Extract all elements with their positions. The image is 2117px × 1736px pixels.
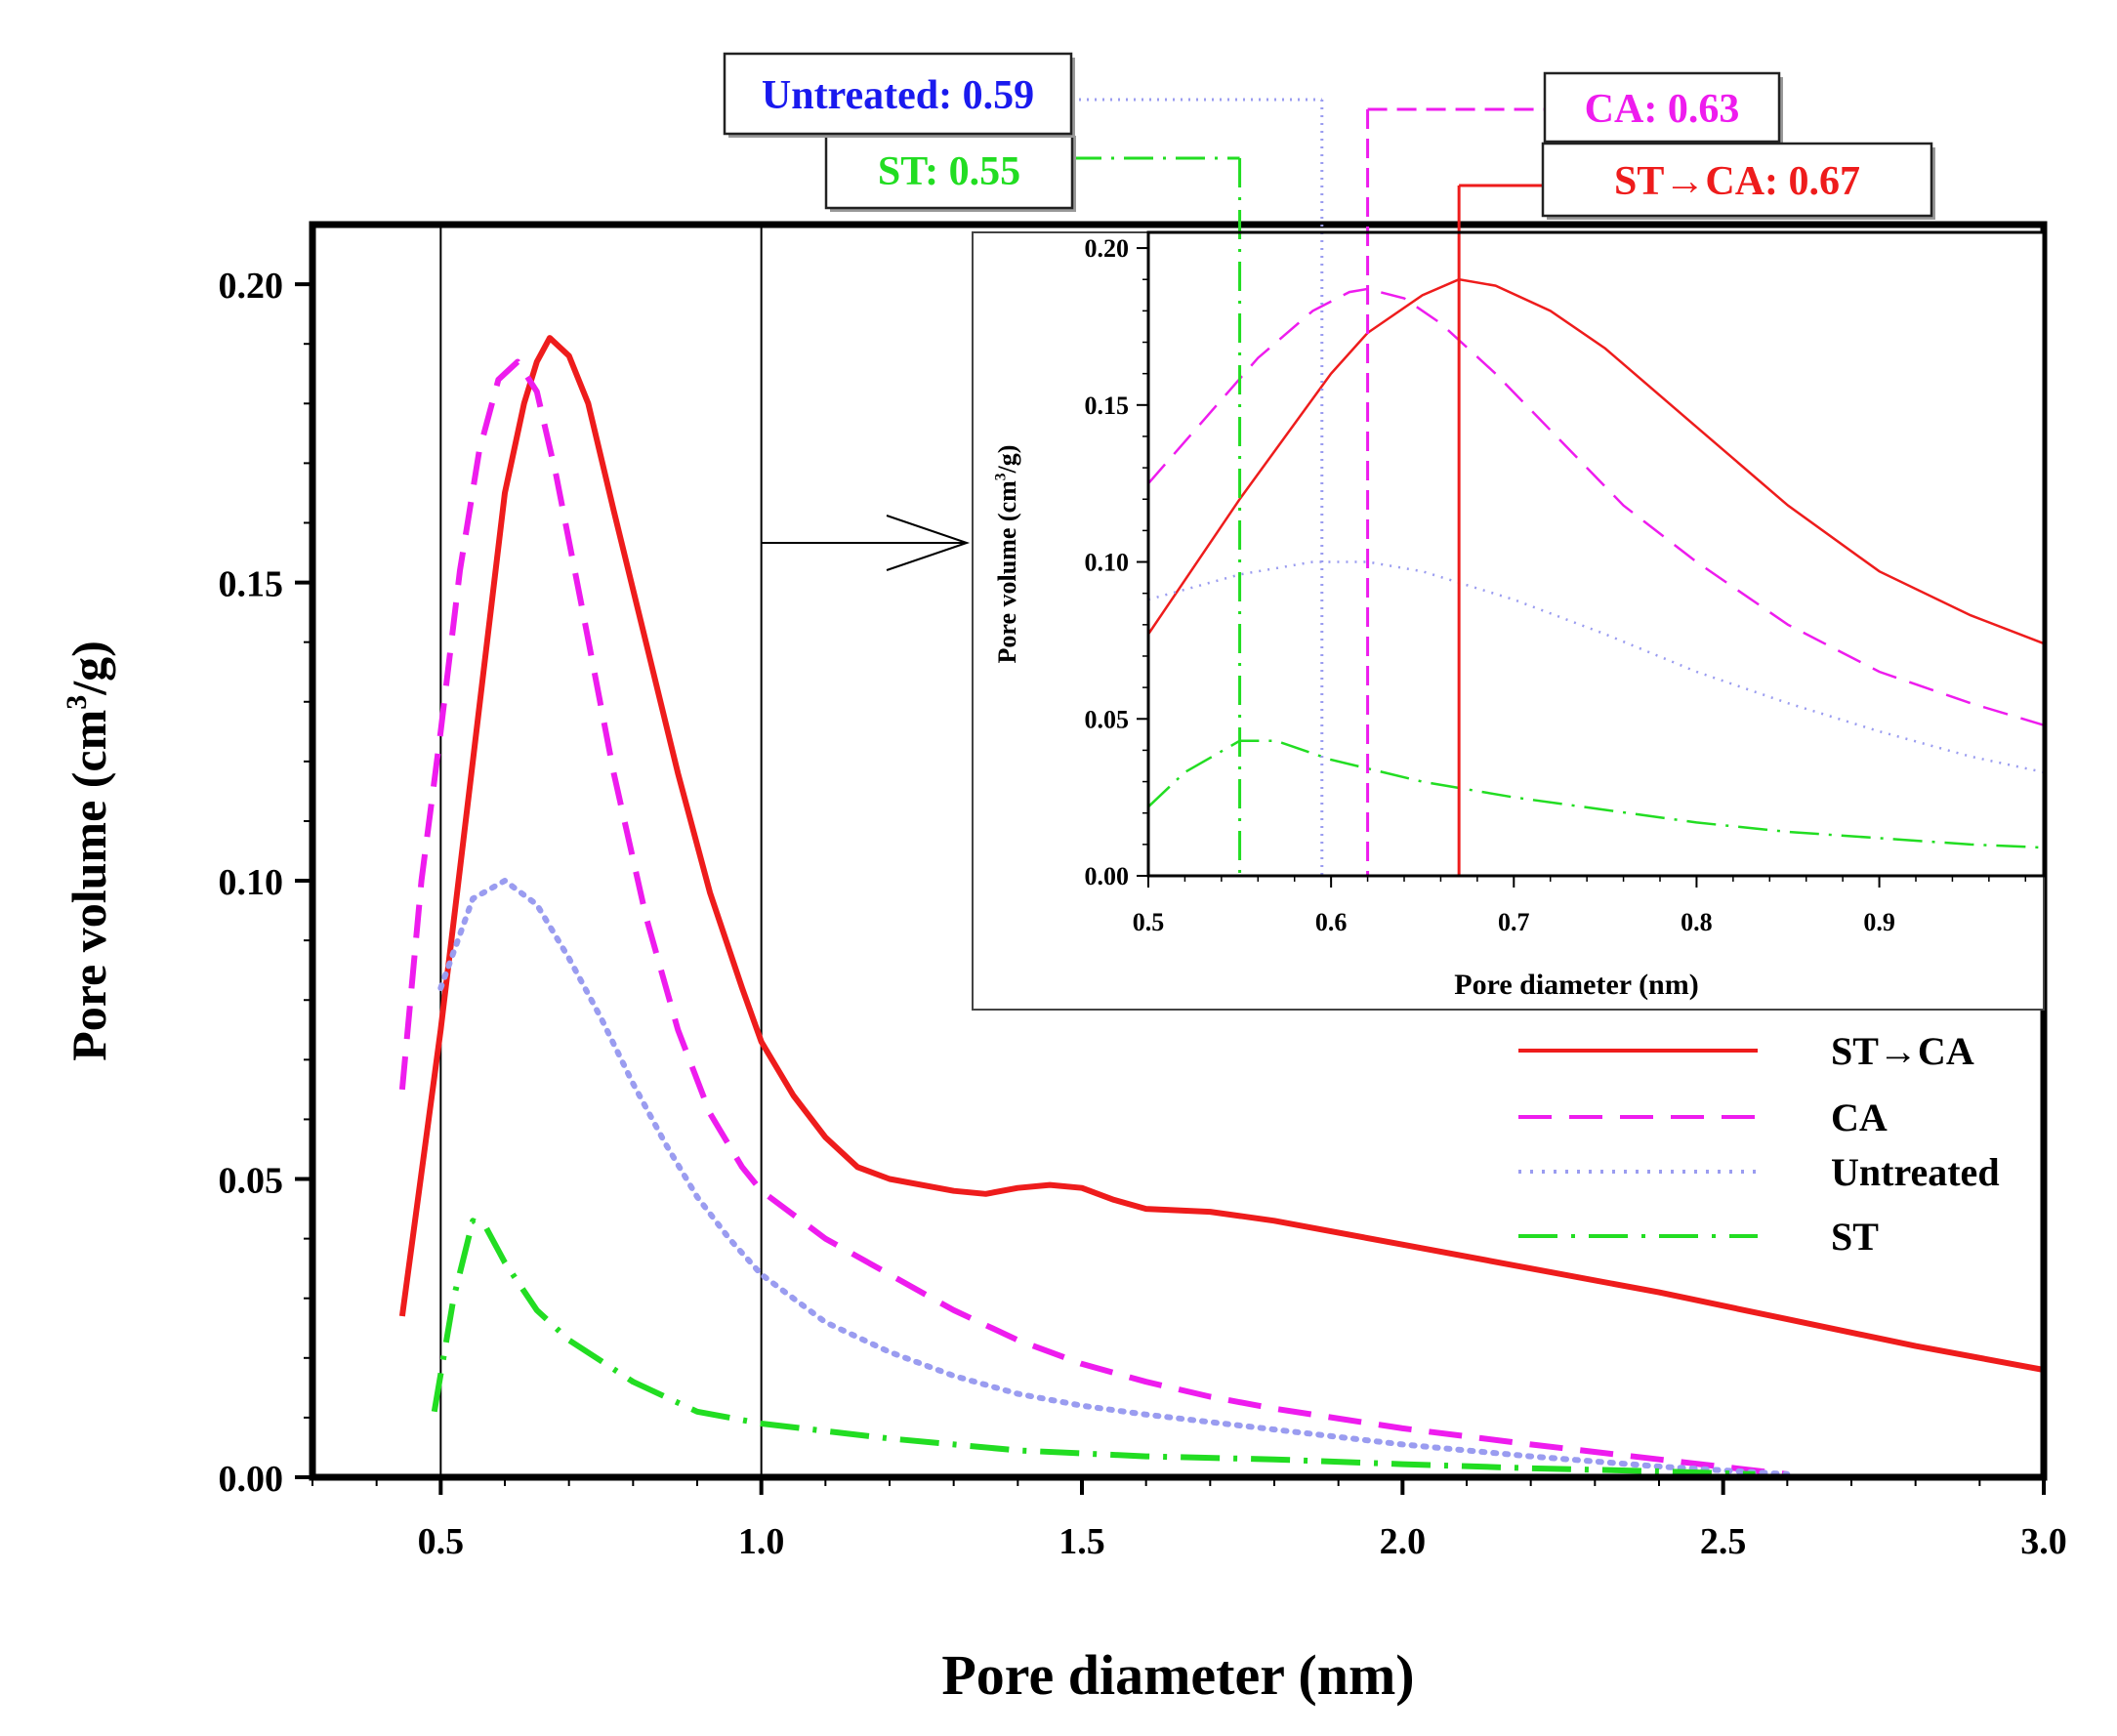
peak-label-st: ST: 0.55 — [878, 149, 1020, 194]
legend-label-ca: CA — [1831, 1095, 1888, 1139]
main-series-group — [398, 335, 2045, 1477]
main-x-tick-label: 3.0 — [2020, 1521, 2067, 1562]
inset-x-tick-label: 0.7 — [1498, 908, 1530, 936]
main-x-axis-label: Pore diameter (nm) — [941, 1643, 1414, 1707]
zoom-arrow-head — [886, 515, 971, 571]
legend: ST→CA CA Untreated ST — [1518, 1029, 2000, 1259]
main-axis-ticks: 0.5 1.0 1.5 2.0 2.5 3.0 0.00 0.05 0.10 0.15 0.20 — [219, 266, 2067, 1562]
main-y-tick-label: 0.20 — [219, 266, 284, 307]
legend-label-st: ST — [1831, 1215, 1879, 1259]
inset-x-tick-label: 0.8 — [1681, 908, 1713, 936]
inset-x-tick-label: 0.9 — [1863, 908, 1895, 936]
inset-y-tick-label: 0.05 — [1085, 705, 1130, 733]
inset-axis-ticks: 0.5 0.6 0.7 0.8 0.9 0.00 0.05 0.10 0.15 0.20 — [1085, 234, 2027, 936]
legend-label-untreated: Untreated — [1831, 1150, 2000, 1194]
main-x-tick-label: 2.0 — [1380, 1521, 1427, 1562]
inset-y-axis-label: Pore volume (cm3/g) — [993, 445, 1021, 664]
inset-x-tick-label: 0.5 — [1133, 908, 1165, 936]
inset-panel — [972, 231, 2045, 1011]
main-x-tick-label: 1.5 — [1058, 1521, 1105, 1562]
main-series-untreated — [437, 878, 1791, 1477]
peak-label-st_ca: ST→CA: 0.67 — [1614, 159, 1860, 204]
inset-y-tick-label: 0.10 — [1085, 549, 1130, 577]
legend-label-st_ca: ST→CA — [1831, 1029, 1974, 1073]
peak-label-untreated: Untreated: 0.59 — [762, 73, 1034, 118]
main-x-tick-label: 0.5 — [418, 1521, 465, 1562]
main-y-axis-label: Pore volume (cm3/g) — [61, 641, 116, 1061]
inset-series-st_ca — [1146, 277, 2045, 645]
peak-label-box-st_ca — [1541, 142, 1933, 218]
inset-y-tick-label: 0.20 — [1085, 234, 1130, 263]
main-y-tick-label: 0.15 — [219, 564, 284, 605]
peak-labels: ST: 0.55 Untreated: 0.59 CA: 0.63 ST→CA: 0.… — [723, 52, 1935, 220]
peak-label-box-ca — [1543, 71, 1781, 144]
main-x-tick-label: 1.0 — [738, 1521, 785, 1562]
main-y-tick-label: 0.00 — [219, 1459, 284, 1500]
inset-y-tick-label: 0.00 — [1085, 862, 1130, 890]
inset-x-tick-label: 0.6 — [1315, 908, 1348, 936]
main-series-ca — [398, 358, 1788, 1477]
inset-plot-frame — [1146, 230, 2046, 878]
zoom-arrow — [761, 515, 971, 571]
main-series-st_ca — [398, 335, 2045, 1373]
main-reference-lines — [439, 225, 763, 1477]
inset-y-tick-label: 0.15 — [1085, 392, 1130, 420]
inset-series-ca — [1147, 287, 2045, 726]
inset-peak-markers — [1238, 100, 1461, 876]
peak-label-box-untreated — [723, 52, 1073, 136]
inset-x-axis-label: Pore diameter (nm) — [1454, 969, 1698, 1001]
main-y-tick-label: 0.05 — [219, 1161, 284, 1202]
peak-label-ca: CA: 0.63 — [1585, 87, 1740, 132]
main-x-tick-label: 2.5 — [1700, 1521, 1747, 1562]
main-y-tick-label: 0.10 — [219, 862, 284, 903]
main-series-st — [431, 1218, 1756, 1477]
